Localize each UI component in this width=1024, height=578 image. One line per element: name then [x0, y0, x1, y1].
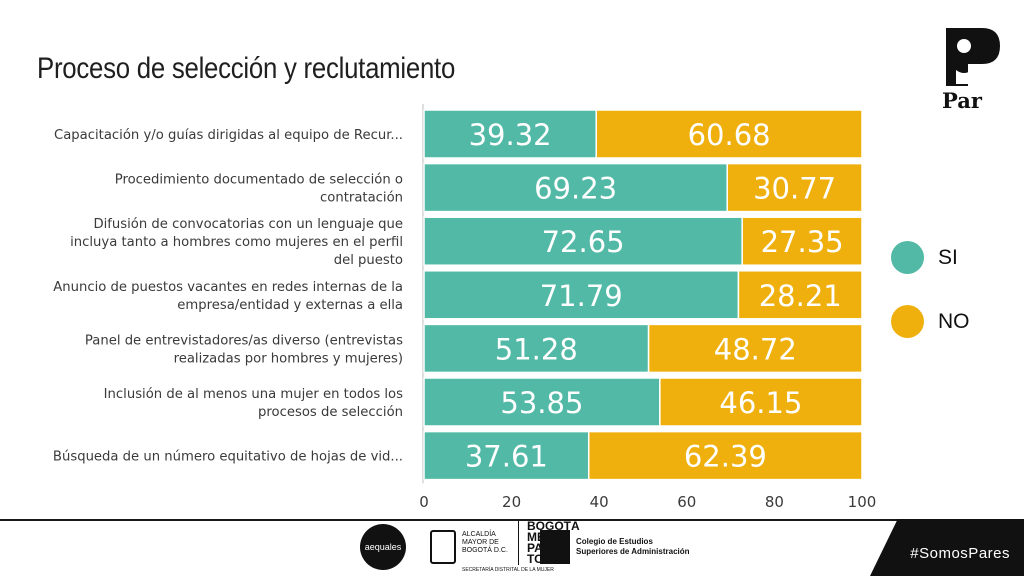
bogota-seal-icon — [430, 530, 456, 564]
data-label-si-6: 37.61 — [465, 440, 548, 474]
category-label-2-1: incluya tanto a hombres como mujeres en … — [70, 235, 403, 250]
category-label-3-0: Anuncio de puestos vacantes en redes int… — [53, 280, 403, 295]
aequales-logo: aequales — [360, 524, 406, 570]
data-label-si-1: 69.23 — [534, 172, 617, 206]
chart-title: Proceso de selección y reclutamiento — [37, 52, 456, 85]
data-label-no-4: 48.72 — [714, 332, 797, 366]
bar-si-5 — [423, 377, 661, 427]
stacked-bar-chart: 39.32 60.68 Capacitación y/o guías dirigid… — [53, 104, 877, 511]
legend-item-no: NO — [891, 305, 970, 338]
category-label-5-0: Inclusión de al menos una mujer en todos… — [104, 386, 403, 402]
bar-si-3 — [423, 270, 740, 320]
data-label-no-1: 30.77 — [753, 172, 836, 206]
hashtag: #SomosPares — [910, 545, 1010, 562]
data-label-no-3: 28.21 — [759, 279, 842, 313]
data-label-si-3: 71.79 — [540, 279, 623, 313]
cesa-label: Colegio de Estudios Superiores de Admini… — [576, 537, 690, 556]
bar-no-2 — [741, 216, 863, 266]
category-label-0-0: Capacitación y/o guías dirigidas al equi… — [54, 127, 403, 143]
x-tick-label-4: 80 — [765, 493, 784, 511]
brand-name: Par — [942, 88, 982, 113]
data-label-si-5: 53.85 — [500, 386, 583, 420]
legend-label-si: SI — [938, 245, 958, 269]
legend-swatch-si — [891, 241, 924, 274]
cesa-logo-icon — [540, 530, 570, 564]
x-tick-label-1: 20 — [502, 493, 521, 511]
bar-si-1 — [423, 162, 728, 213]
category-label-4-1: realizadas por hombres y mujeres) — [174, 351, 403, 366]
bar-no-5 — [659, 377, 863, 427]
x-tick-label-3: 60 — [677, 493, 696, 511]
category-label-3-1: empresa/entidad y externas a ella — [177, 298, 403, 313]
legend-item-si: SI — [891, 241, 958, 274]
legend-swatch-no — [891, 305, 924, 338]
bar-no-6 — [587, 430, 863, 481]
data-label-si-4: 51.28 — [495, 332, 578, 366]
category-label-1-1: contratación — [320, 190, 403, 206]
category-label-2-0: Difusión de convocatorias con un lenguaj… — [93, 216, 403, 232]
bar-si-6 — [423, 430, 590, 481]
category-label-5-1: procesos de selección — [258, 404, 403, 420]
data-label-no-0: 60.68 — [688, 118, 771, 152]
x-tick-label-5: 100 — [848, 493, 877, 511]
secretaria-label: SECRETARÍA DISTRITAL DE LA MUJER — [462, 567, 554, 573]
footer-hashtag-panel — [870, 519, 1024, 576]
footer-band — [0, 519, 1024, 578]
bar-no-3 — [737, 270, 863, 320]
category-label-4-0: Panel de entrevistadores/as diverso (ent… — [85, 333, 403, 348]
sponsor-cesa: Colegio de Estudios Superiores de Admini… — [540, 522, 696, 572]
bar-si-0 — [423, 109, 597, 159]
bar-no-4 — [647, 323, 863, 374]
x-tick-label-2: 40 — [590, 493, 609, 511]
bar-no-1 — [726, 162, 863, 213]
data-label-si-2: 72.65 — [542, 225, 625, 259]
x-tick-label-0: 0 — [419, 493, 429, 511]
par-logo-icon — [946, 28, 1000, 86]
alcaldia-label: ALCALDÍA MAYOR DE BOGOTÁ D.C. — [462, 531, 508, 554]
category-label-6-0: Búsqueda de un número equitativo de hoja… — [53, 449, 403, 465]
legend-label-no: NO — [938, 309, 970, 333]
bar-no-0 — [595, 109, 863, 159]
data-label-no-2: 27.35 — [761, 225, 844, 259]
category-label-2-2: del puesto — [334, 253, 403, 268]
data-label-si-0: 39.32 — [469, 118, 552, 152]
category-label-1-0: Procedimiento documentado de selección o — [115, 172, 403, 188]
bar-si-4 — [423, 323, 650, 374]
sponsor-aequales: aequales — [360, 522, 406, 572]
data-label-no-6: 62.39 — [684, 440, 767, 474]
data-label-no-5: 46.15 — [719, 386, 802, 420]
